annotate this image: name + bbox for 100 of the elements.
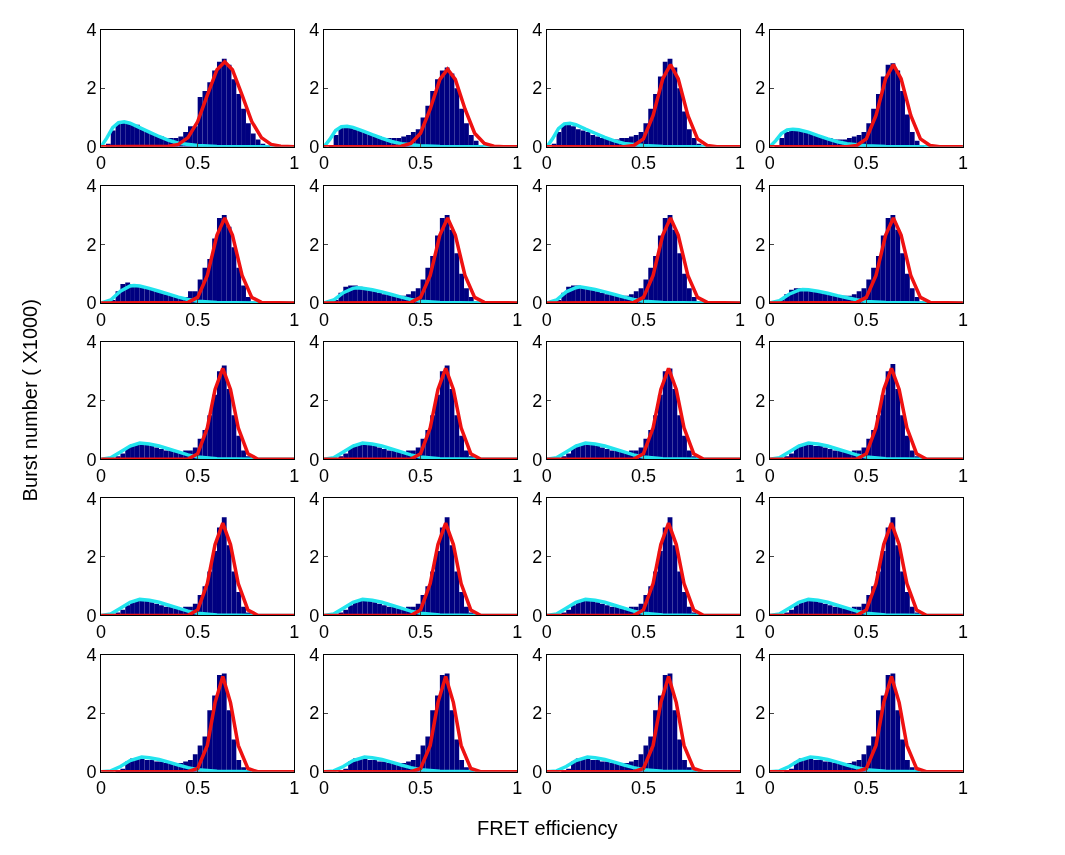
y-tick-label: 4 bbox=[309, 488, 320, 509]
x-tick-label: 1 bbox=[289, 153, 300, 174]
y-tick-label: 0 bbox=[86, 605, 97, 626]
x-tick-label: 1 bbox=[512, 465, 523, 486]
x-tick-label: 0.5 bbox=[853, 465, 879, 486]
y-tick-label: 0 bbox=[755, 449, 766, 470]
y-tick-label: 2 bbox=[309, 78, 320, 99]
y-tick-label: 2 bbox=[755, 390, 766, 411]
x-tick-label: 0.5 bbox=[408, 778, 434, 799]
y-tick-label: 0 bbox=[755, 605, 766, 626]
y-tick-label: 2 bbox=[309, 234, 320, 255]
x-tick-label: 1 bbox=[735, 465, 746, 486]
x-tick-label: 1 bbox=[957, 465, 968, 486]
y-tick-label: 2 bbox=[86, 78, 97, 99]
y-tick-label: 2 bbox=[86, 703, 97, 724]
y-tick-label: 0 bbox=[86, 293, 97, 314]
y-tick-label: 0 bbox=[532, 137, 543, 158]
y-tick-label: 0 bbox=[532, 449, 543, 470]
x-tick-label: 0.5 bbox=[630, 309, 656, 330]
x-tick-label: 1 bbox=[512, 309, 523, 330]
y-tick-label: 2 bbox=[532, 390, 543, 411]
text: Burst number ( X1000) bbox=[19, 299, 42, 502]
x-tick-label: 1 bbox=[289, 622, 300, 643]
y-tick-label: 4 bbox=[86, 19, 97, 40]
y-tick-label: 4 bbox=[309, 332, 320, 353]
y-tick-label: 0 bbox=[309, 605, 320, 626]
x-tick-label: 1 bbox=[289, 778, 300, 799]
x-tick-label: 0.5 bbox=[408, 153, 434, 174]
x-tick-label: 0.5 bbox=[408, 622, 434, 643]
x-tick-label: 0.5 bbox=[853, 153, 879, 174]
x-tick-label: 0.5 bbox=[408, 465, 434, 486]
x-tick-label: 0.5 bbox=[185, 153, 211, 174]
y-tick-label: 0 bbox=[755, 137, 766, 158]
y-tick-label: 2 bbox=[755, 547, 766, 568]
y-tick-label: 4 bbox=[532, 488, 543, 509]
y-tick-label: 4 bbox=[86, 176, 97, 197]
y-tick-label: 4 bbox=[309, 19, 320, 40]
y-tick-label: 0 bbox=[755, 293, 766, 314]
y-tick-label: 2 bbox=[86, 234, 97, 255]
y-tick-label: 2 bbox=[309, 703, 320, 724]
y-tick-label: 2 bbox=[532, 547, 543, 568]
y-tick-label: 4 bbox=[755, 332, 766, 353]
y-tick-label: 4 bbox=[755, 176, 766, 197]
y-tick-label: 2 bbox=[309, 390, 320, 411]
y-tick-label: 2 bbox=[86, 390, 97, 411]
x-tick-label: 1 bbox=[289, 465, 300, 486]
y-tick-label: 0 bbox=[309, 449, 320, 470]
y-tick-label: 4 bbox=[309, 176, 320, 197]
x-tick-label: 1 bbox=[512, 778, 523, 799]
y-tick-label: 4 bbox=[532, 19, 543, 40]
y-tick-label: 2 bbox=[86, 547, 97, 568]
y-tick-label: 4 bbox=[309, 644, 320, 665]
y-tick-label: 2 bbox=[532, 703, 543, 724]
x-tick-label: 0.5 bbox=[630, 465, 656, 486]
y-tick-label: 4 bbox=[532, 176, 543, 197]
y-tick-label: 0 bbox=[309, 762, 320, 783]
x-tick-label: 1 bbox=[957, 153, 968, 174]
y-tick-label: 0 bbox=[532, 605, 543, 626]
x-tick-label: 1 bbox=[289, 309, 300, 330]
x-tick-label: 0.5 bbox=[185, 622, 211, 643]
y-tick-label: 4 bbox=[86, 488, 97, 509]
y-tick-label: 4 bbox=[86, 644, 97, 665]
y-tick-label: 2 bbox=[309, 547, 320, 568]
x-tick-label: 1 bbox=[735, 153, 746, 174]
x-tick-label: 1 bbox=[957, 622, 968, 643]
x-tick-label: 1 bbox=[957, 778, 968, 799]
y-tick-label: 2 bbox=[755, 703, 766, 724]
y-tick-label: 0 bbox=[309, 293, 320, 314]
x-tick-label: 1 bbox=[735, 309, 746, 330]
y-tick-label: 4 bbox=[755, 644, 766, 665]
y-tick-label: 0 bbox=[86, 137, 97, 158]
x-tick-label: 1 bbox=[735, 622, 746, 643]
text: FRET efficiency bbox=[477, 817, 618, 839]
y-tick-label: 2 bbox=[532, 234, 543, 255]
x-tick-label: 0.5 bbox=[630, 153, 656, 174]
y-tick-label: 2 bbox=[755, 78, 766, 99]
x-tick-label: 1 bbox=[735, 778, 746, 799]
y-tick-label: 0 bbox=[532, 293, 543, 314]
x-tick-label: 0.5 bbox=[185, 465, 211, 486]
y-tick-label: 0 bbox=[755, 762, 766, 783]
x-tick-label: 1 bbox=[957, 309, 968, 330]
y-tick-label: 4 bbox=[532, 644, 543, 665]
y-tick-label: 0 bbox=[86, 762, 97, 783]
x-tick-label: 0.5 bbox=[853, 309, 879, 330]
y-tick-label: 0 bbox=[532, 762, 543, 783]
x-tick-label: 1 bbox=[512, 622, 523, 643]
x-tick-label: 0.5 bbox=[853, 778, 879, 799]
y-tick-label: 4 bbox=[755, 19, 766, 40]
y-tick-label: 0 bbox=[309, 137, 320, 158]
x-tick-label: 0.5 bbox=[185, 778, 211, 799]
x-tick-label: 0.5 bbox=[630, 622, 656, 643]
y-tick-label: 4 bbox=[755, 488, 766, 509]
y-tick-label: 4 bbox=[86, 332, 97, 353]
y-tick-label: 2 bbox=[532, 78, 543, 99]
x-tick-label: 0.5 bbox=[630, 778, 656, 799]
x-tick-label: 0.5 bbox=[853, 622, 879, 643]
y-tick-label: 2 bbox=[755, 234, 766, 255]
y-tick-label: 4 bbox=[532, 332, 543, 353]
x-tick-label: 1 bbox=[512, 153, 523, 174]
x-tick-label: 0.5 bbox=[408, 309, 434, 330]
